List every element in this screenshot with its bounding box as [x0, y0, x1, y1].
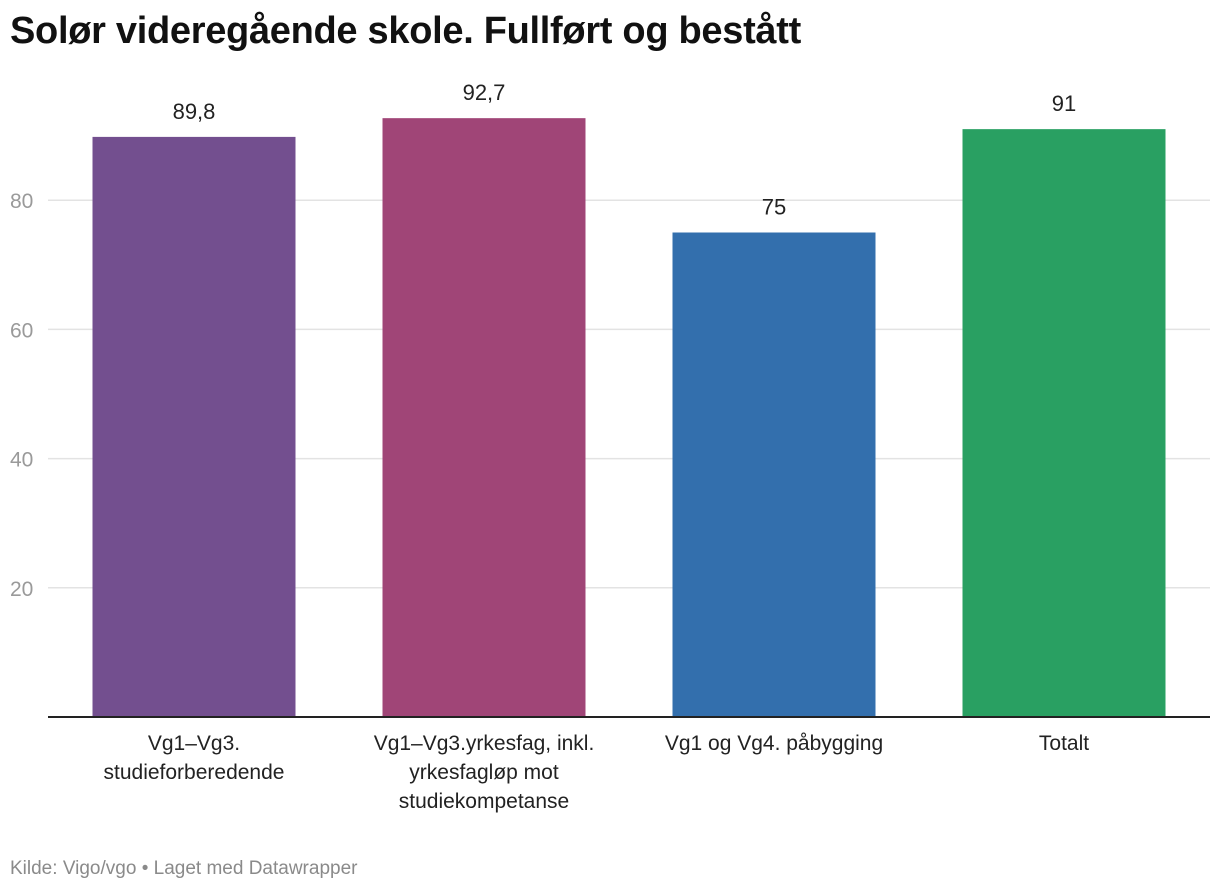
chart-title: Solør videregående skole. Fullført og be…	[10, 10, 801, 52]
category-label-line: Vg1 og Vg4. påbygging	[665, 732, 883, 755]
y-tick-label-60: 60	[10, 319, 33, 342]
y-tick-label-40: 40	[10, 449, 33, 472]
category-label-1: Vg1–Vg3. studieforberedende	[104, 732, 285, 784]
footer-credit: Laget med Datawrapper	[153, 858, 358, 879]
footer-source: Vigo/vgo	[62, 858, 137, 879]
category-label-line: Vg1–Vg3.yrkesfag, inkl.	[374, 732, 595, 755]
value-label-3: 75	[762, 195, 786, 220]
bar-3	[672, 232, 876, 717]
y-tick-label-20: 20	[10, 578, 33, 601]
category-label-line: yrkesfagløp mot	[409, 761, 559, 784]
bars	[92, 118, 1166, 718]
category-label-line: studieforberedende	[104, 761, 285, 784]
value-label-2: 92,7	[463, 80, 506, 105]
category-label-line: studiekompetanse	[399, 790, 569, 813]
value-label-1: 89,8	[173, 99, 216, 124]
chart-footer: Kilde: Vigo/vgo • Laget med Datawrapper	[10, 858, 357, 880]
category-label-4: Totalt	[1039, 732, 1089, 755]
value-label-4: 91	[1052, 91, 1076, 116]
footer-source-label: Kilde:	[10, 858, 58, 879]
bar-1	[92, 136, 296, 718]
footer-separator: •	[141, 858, 149, 879]
category-label-2: Vg1–Vg3.yrkesfag, inkl. yrkesfagløp mot st…	[374, 732, 595, 813]
y-axis-ticks: 20 40 60 80	[10, 190, 33, 601]
category-labels: Vg1–Vg3. studieforberedende Vg1–Vg3.yrkesf…	[104, 732, 1090, 813]
value-labels: 89,8 92,7 75 91	[173, 80, 1077, 219]
category-label-line: Vg1–Vg3.	[148, 732, 240, 755]
bar-4	[962, 129, 1166, 717]
bar-2	[382, 118, 586, 717]
category-label-3: Vg1 og Vg4. påbygging	[665, 732, 883, 755]
category-label-line: Totalt	[1039, 732, 1089, 755]
y-tick-label-80: 80	[10, 190, 33, 213]
